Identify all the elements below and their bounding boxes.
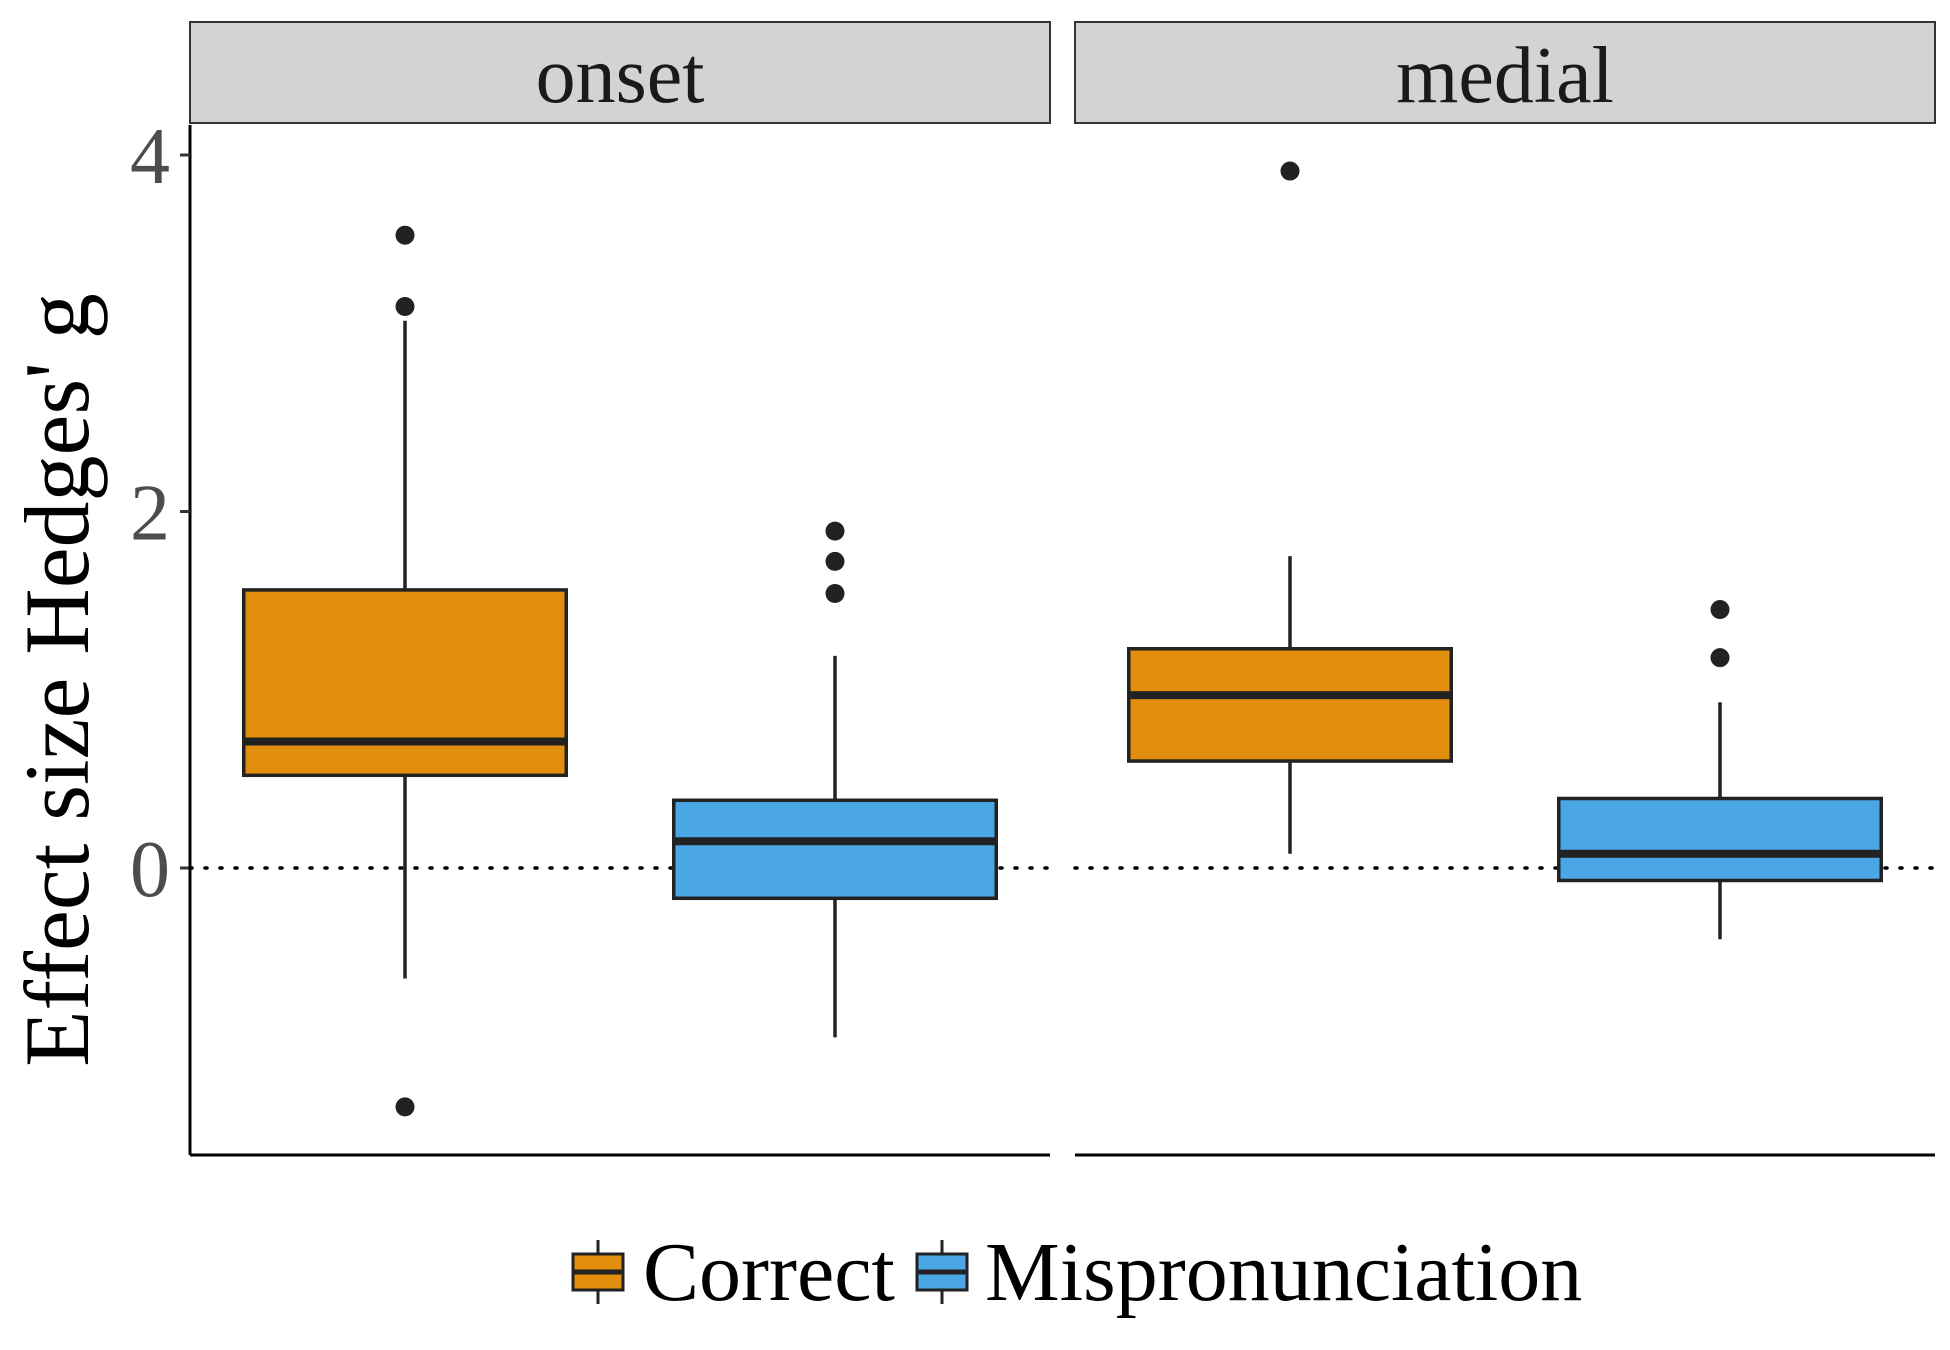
- legend-item-correct: Correct: [571, 1226, 895, 1319]
- legend: Correct Mispronunciation: [571, 1226, 1582, 1319]
- outlier-point: [825, 551, 845, 571]
- outlier-point: [395, 225, 415, 245]
- box-onset-mispronunciation: [672, 521, 998, 1038]
- facet-strip: [1074, 21, 1936, 124]
- box-iqr: [672, 798, 998, 901]
- y-tick-label: 2: [130, 470, 170, 558]
- box-iqr: [1557, 796, 1883, 883]
- legend-label: Mispronunciation: [985, 1226, 1582, 1319]
- facet-label: onset: [536, 32, 705, 120]
- facet-label: medial: [1396, 32, 1614, 120]
- box-medial-correct: [1127, 161, 1453, 854]
- facet-strip: [189, 21, 1051, 124]
- y-tick-label: 0: [130, 826, 170, 914]
- outlier-point: [825, 583, 845, 603]
- box-medial-mispronunciation: [1557, 600, 1883, 940]
- legend-label: Correct: [643, 1226, 895, 1319]
- outlier-point: [825, 521, 845, 541]
- box-iqr: [242, 588, 568, 778]
- y-axis-title: Effect size Hedges' g: [6, 293, 108, 1067]
- legend-item-mispronunciation: Mispronunciation: [915, 1226, 1582, 1319]
- outlier-point: [1280, 161, 1300, 181]
- outlier-point: [395, 1097, 415, 1117]
- outlier-point: [395, 297, 415, 317]
- outlier-point: [1710, 600, 1730, 620]
- box-onset-correct: [242, 225, 568, 1117]
- box-iqr: [1127, 647, 1453, 763]
- y-tick-label: 4: [130, 113, 170, 201]
- outlier-point: [1710, 648, 1730, 668]
